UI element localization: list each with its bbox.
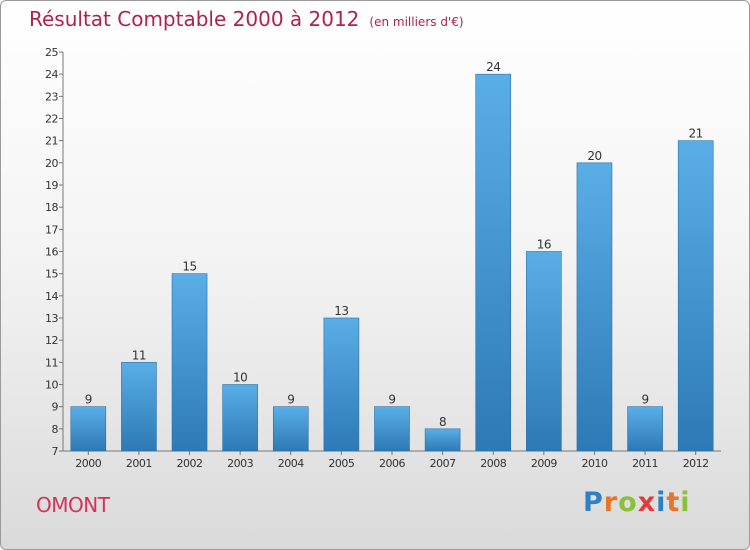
y-tick-label: 13: [45, 312, 58, 325]
chart-bars: [70, 73, 714, 452]
y-tick-label: 18: [45, 201, 58, 214]
y-tick-label: 10: [45, 379, 58, 392]
bar: [121, 362, 157, 452]
chart-title: Résultat Comptable 2000 à 2012: [29, 7, 360, 31]
bar-value-label: 11: [132, 348, 146, 362]
chart-subtitle: (en milliers d'€): [369, 15, 464, 29]
chart-title-block: Résultat Comptable 2000 à 2012 (en millie…: [29, 7, 464, 31]
bar: [576, 162, 613, 452]
bar-value-label: 9: [287, 393, 294, 407]
logo-letter: o: [618, 487, 638, 518]
logo-letter: r: [603, 487, 619, 518]
bar-value-label: 20: [587, 149, 601, 163]
bar-value-label: 8: [439, 415, 446, 429]
bar-value-label: 9: [85, 393, 92, 407]
bar: [222, 384, 258, 452]
logo-letter: i: [656, 487, 667, 518]
y-tick-label: 9: [52, 401, 59, 414]
x-tick-label: 2003: [227, 457, 253, 470]
y-tick-label: 15: [45, 268, 58, 281]
y-tick-label: 11: [45, 356, 58, 369]
bar: [424, 428, 461, 452]
x-tick-label: 2005: [328, 457, 354, 470]
bar-value-label: 9: [642, 393, 649, 407]
bar: [627, 406, 663, 452]
y-tick-label: 17: [45, 223, 58, 236]
y-tick-label: 25: [45, 46, 58, 59]
y-tick-label: 8: [52, 423, 59, 436]
y-tick-label: 12: [45, 334, 58, 347]
bar: [70, 406, 107, 452]
bar-value-label: 21: [689, 127, 703, 141]
bar-value-label: 15: [182, 260, 196, 274]
bar-value-label: 16: [537, 238, 551, 252]
x-tick-label: 2010: [581, 457, 607, 470]
place-name: OMONT: [36, 493, 110, 517]
x-tick-label: 2009: [531, 457, 557, 470]
y-tick-label: 20: [45, 157, 58, 170]
x-tick-label: 2002: [177, 457, 203, 470]
y-tick-label: 7: [52, 445, 59, 458]
bar: [677, 140, 714, 452]
bar: [272, 406, 309, 452]
chart-axes: 7 8 9 10 11 12 13 14 15 16 17 18 19 20 21 22 23 24 25 2000 2…: [45, 46, 721, 470]
x-tick-label: 2001: [126, 457, 152, 470]
proxiti-logo: Proxiti: [583, 487, 691, 518]
bar-value-label: 9: [388, 393, 395, 407]
x-tick-label: 2004: [278, 457, 304, 470]
logo-letter: t: [666, 487, 681, 518]
y-tick-label: 24: [45, 68, 58, 81]
y-tick-label: 16: [45, 246, 58, 259]
bar-value-label: 10: [233, 371, 247, 385]
y-tick-label: 14: [45, 290, 58, 303]
bar-value-label: 13: [334, 304, 348, 318]
y-tick-label: 22: [45, 113, 58, 126]
logo-letter: P: [583, 487, 604, 518]
y-tick-label: 21: [45, 135, 58, 148]
bar: [526, 251, 562, 452]
logo-letter: i: [680, 487, 691, 518]
logo-letter: x: [637, 487, 657, 518]
y-tick-label: 23: [45, 90, 58, 103]
bar-value-label: 24: [486, 60, 500, 74]
chart-data-labels: 9 11 15 10 9 13 9 8 24 16 20 9 21: [85, 60, 704, 429]
bar: [323, 317, 360, 452]
x-tick-label: 2012: [683, 457, 709, 470]
x-tick-label: 2006: [379, 457, 405, 470]
x-tick-label: 2000: [75, 457, 101, 470]
x-tick-label: 2008: [480, 457, 506, 470]
x-tick-label: 2011: [632, 457, 658, 470]
bar: [475, 73, 512, 452]
x-tick-label: 2007: [430, 457, 456, 470]
y-tick-label: 19: [45, 179, 58, 192]
bar: [171, 273, 208, 452]
bar: [374, 406, 410, 452]
